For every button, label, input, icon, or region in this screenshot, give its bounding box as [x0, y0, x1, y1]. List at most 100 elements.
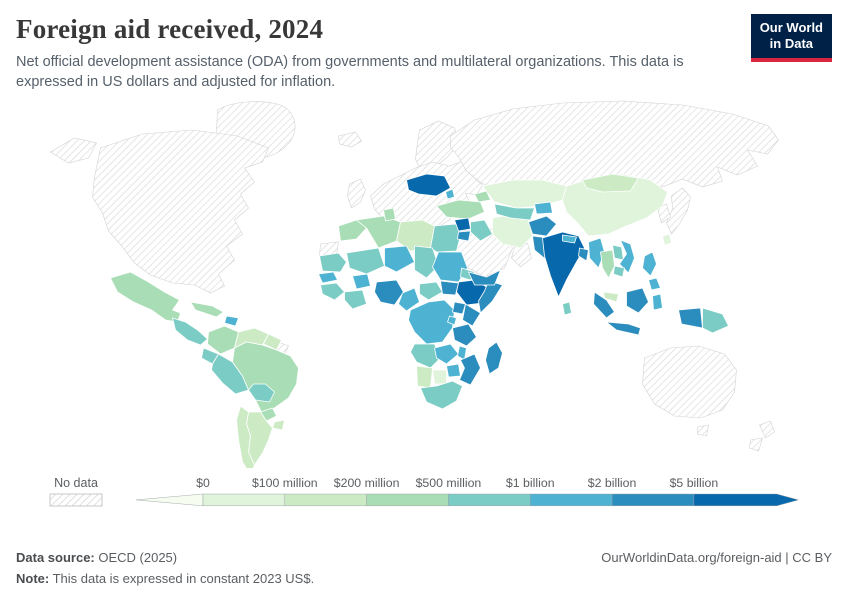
- note-value: This data is expressed in constant 2023 …: [49, 571, 315, 586]
- country-south-africa[interactable]: [420, 380, 463, 410]
- no-data-legend: No data: [49, 476, 103, 507]
- country-madagascar[interactable]: [485, 341, 503, 375]
- country-cambodia[interactable]: [613, 265, 625, 278]
- legend-tick-1: $100 million: [252, 476, 318, 490]
- country-brazil[interactable]: [232, 341, 299, 413]
- country-indonesia-sumatra[interactable]: [593, 291, 615, 319]
- country-indonesia-borneo[interactable]: [626, 287, 649, 314]
- country-uruguay[interactable]: [272, 419, 285, 431]
- country-vietnam[interactable]: [619, 239, 635, 274]
- country-australia[interactable]: [642, 345, 737, 419]
- country-chile[interactable]: [236, 405, 255, 469]
- country-thailand[interactable]: [600, 249, 615, 279]
- country-mali[interactable]: [346, 247, 385, 275]
- page-subtitle: Net official development assistance (ODA…: [16, 54, 684, 90]
- country-turkey[interactable]: [436, 199, 485, 220]
- country-central-african-republic[interactable]: [419, 281, 443, 301]
- title-block: Foreign aid received, 2024 Net official …: [16, 14, 706, 92]
- country-haiti-hispaniola[interactable]: [224, 315, 239, 327]
- country-canada-usa[interactable]: [92, 129, 269, 294]
- world-map: [49, 100, 779, 469]
- legend-bin-2: [284, 493, 367, 507]
- country-burkina-faso[interactable]: [352, 273, 371, 290]
- country-niger[interactable]: [384, 245, 415, 273]
- country-new-zealand-north[interactable]: [759, 420, 775, 439]
- legend-bin-below-zero: [135, 493, 204, 507]
- data-regions: [110, 173, 729, 469]
- legend-bin-1: [202, 493, 286, 507]
- country-south-korea[interactable]: [657, 203, 671, 224]
- country-dr-congo[interactable]: [408, 299, 455, 345]
- country-zambia[interactable]: [434, 343, 459, 365]
- legend-tick-5: $2 billion: [588, 476, 637, 490]
- country-tunisia[interactable]: [383, 207, 396, 222]
- legend-tick-2: $200 million: [334, 476, 400, 490]
- color-scale-legend: $0 $100 million $200 million $500 millio…: [135, 476, 800, 507]
- country-moldova[interactable]: [445, 188, 455, 200]
- country-mozambique[interactable]: [459, 353, 481, 386]
- note-label: Note:: [16, 571, 50, 586]
- country-laos[interactable]: [612, 244, 624, 261]
- region-scandinavia[interactable]: [415, 120, 459, 174]
- region-central-america[interactable]: [172, 317, 208, 346]
- country-mexico[interactable]: [110, 271, 181, 323]
- map-legend: No data $0 $100 million $200 million $50…: [0, 468, 850, 514]
- country-kenya[interactable]: [462, 303, 481, 327]
- country-united-kingdom[interactable]: [347, 178, 366, 209]
- header: Foreign aid received, 2024 Net official …: [0, 0, 850, 92]
- note: Note: This data is expressed in constant…: [16, 571, 832, 586]
- country-iraq[interactable]: [470, 219, 493, 242]
- country-south-sudan[interactable]: [440, 280, 459, 296]
- country-namibia[interactable]: [416, 365, 433, 389]
- country-uganda[interactable]: [452, 301, 466, 315]
- country-morocco[interactable]: [338, 219, 367, 242]
- data-source-label: Data source:: [16, 550, 95, 565]
- country-mongolia[interactable]: [582, 173, 639, 193]
- country-tajikistan-kyrgyzstan[interactable]: [534, 201, 553, 215]
- country-cameroon[interactable]: [398, 287, 420, 312]
- country-alaska[interactable]: [49, 137, 97, 164]
- country-indonesia-papua[interactable]: [678, 307, 703, 329]
- country-zimbabwe[interactable]: [446, 363, 461, 378]
- country-botswana[interactable]: [432, 369, 447, 385]
- region-cote-divoire-ghana[interactable]: [344, 289, 367, 310]
- country-china[interactable]: [562, 173, 668, 237]
- country-rwanda-burundi[interactable]: [447, 315, 457, 326]
- legend-bin-3: [366, 493, 449, 507]
- country-iceland[interactable]: [338, 131, 362, 148]
- country-indonesia-sulawesi[interactable]: [652, 293, 663, 311]
- country-bangladesh[interactable]: [578, 247, 589, 262]
- country-new-zealand-south[interactable]: [749, 437, 763, 452]
- country-philippines-south[interactable]: [648, 277, 661, 291]
- no-data-label: No data: [54, 476, 98, 490]
- country-uzbekistan-turkmenistan[interactable]: [494, 203, 535, 221]
- country-bolivia[interactable]: [248, 383, 275, 403]
- country-tanzania[interactable]: [452, 323, 477, 347]
- country-chad[interactable]: [414, 245, 439, 279]
- country-egypt[interactable]: [430, 223, 462, 253]
- footer: Data source: OECD (2025) OurWorldinData.…: [0, 542, 850, 600]
- region-tasmania[interactable]: [697, 424, 709, 437]
- country-ukraine[interactable]: [406, 173, 451, 197]
- country-indonesia-java[interactable]: [606, 321, 641, 336]
- legend-bin-6: [611, 493, 695, 507]
- country-nigeria[interactable]: [374, 279, 404, 306]
- country-yemen[interactable]: [468, 269, 501, 286]
- country-philippines[interactable]: [642, 251, 657, 277]
- country-taiwan[interactable]: [662, 233, 672, 246]
- owid-logo[interactable]: Our World in Data: [750, 14, 832, 63]
- owid-attribution-link[interactable]: OurWorldinData.org/foreign-aid | CC BY: [601, 550, 832, 565]
- country-afghanistan[interactable]: [528, 215, 557, 237]
- country-guinea[interactable]: [320, 282, 345, 301]
- country-nepal[interactable]: [562, 234, 577, 244]
- region-caucasus[interactable]: [474, 190, 491, 203]
- country-sri-lanka[interactable]: [562, 301, 572, 316]
- country-japan[interactable]: [666, 187, 691, 235]
- country-malaysia[interactable]: [603, 291, 619, 303]
- country-papua-new-guinea[interactable]: [702, 307, 729, 334]
- country-mauritania[interactable]: [319, 252, 347, 273]
- country-senegal[interactable]: [318, 271, 338, 284]
- country-india[interactable]: [542, 231, 585, 298]
- country-cuba[interactable]: [190, 301, 224, 318]
- country-jordan[interactable]: [457, 230, 471, 242]
